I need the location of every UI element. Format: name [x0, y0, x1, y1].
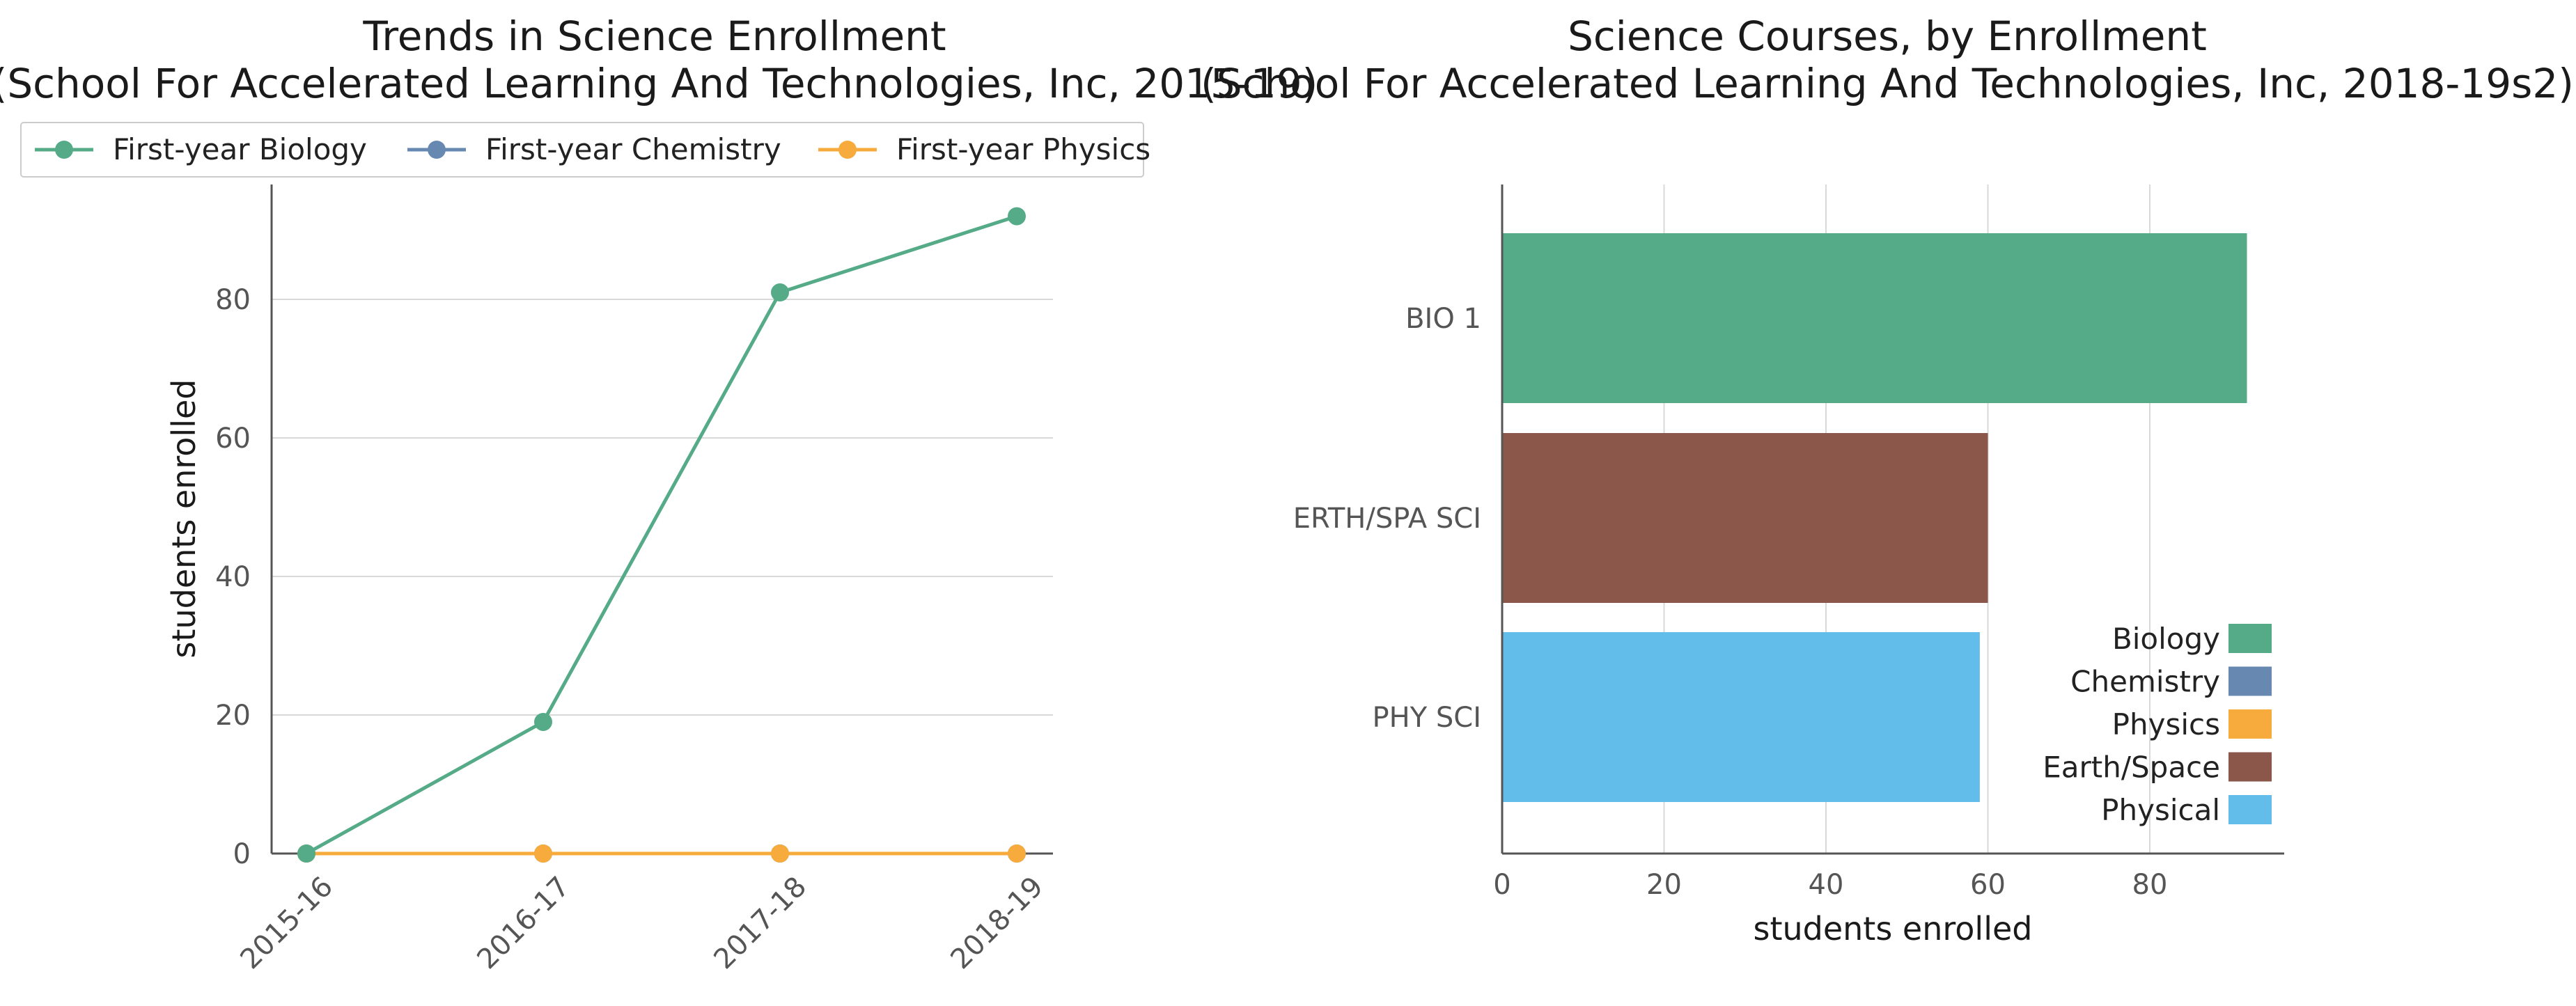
bar-chart-legend: Biology Chemistry Physics Earth/Space Physic…	[2043, 622, 2272, 827]
series-line	[305, 214, 1017, 856]
legend-label: Earth/Space	[2043, 750, 2220, 785]
data-point	[771, 283, 789, 302]
data-point	[534, 844, 552, 863]
x-tick-label: 2018-19	[944, 871, 1049, 976]
x-tick-label: 2017-18	[708, 871, 813, 976]
bar	[1502, 632, 1980, 802]
legend-marker	[55, 141, 73, 159]
data-point	[297, 844, 315, 863]
legend-label: First-year Biology	[113, 132, 367, 166]
bar-chart: Science Courses, by Enrollment (School F…	[1201, 13, 2574, 948]
data-point	[534, 712, 552, 731]
x-tick-label: 20	[1646, 869, 1682, 901]
legend-label: First-year Chemistry	[485, 132, 781, 166]
x-tick-label: 40	[1809, 869, 1844, 901]
category-label: PHY SCI	[1373, 702, 1481, 734]
line-chart: Trends in Science Enrollment (School For…	[0, 13, 1318, 975]
y-tick-label: 0	[233, 838, 251, 870]
line-chart-subtitle: (School For Accelerated Learning And Tec…	[0, 60, 1318, 107]
y-tick-label: 40	[215, 561, 251, 593]
legend-frame	[20, 122, 1144, 178]
legend-marker	[838, 141, 857, 159]
bar-chart-subtitle: (School For Accelerated Learning And Tec…	[1201, 60, 2574, 107]
category-label: BIO 1	[1405, 303, 1481, 335]
bar	[1502, 233, 2247, 403]
legend-label: First-year Physics	[896, 132, 1150, 166]
data-point	[1008, 207, 1026, 226]
bar-chart-title: Science Courses, by Enrollment	[1568, 13, 2207, 60]
legend-label: Physics	[2112, 707, 2220, 741]
x-tick-label: 2016-17	[471, 871, 576, 976]
x-axis-label: students enrolled	[1754, 910, 2033, 948]
legend-swatch	[2228, 624, 2272, 653]
category-label: ERTH/SPA SCI	[1293, 503, 1481, 535]
legend-swatch	[2228, 795, 2272, 824]
line-chart-title: Trends in Science Enrollment	[362, 13, 946, 60]
legend-label: Physical	[2101, 793, 2220, 827]
y-tick-label: 80	[215, 284, 251, 316]
x-tick-label: 60	[1970, 869, 2006, 901]
x-tick-label: 0	[1493, 869, 1511, 901]
x-tick-label: 2015-16	[234, 871, 339, 976]
data-point	[1008, 844, 1026, 863]
line-chart-legend: First-year Biology First-year Chemistry Fi…	[20, 122, 1150, 178]
legend-swatch	[2228, 666, 2272, 696]
legend-swatch	[2228, 752, 2272, 782]
y-tick-label: 20	[215, 700, 251, 732]
legend-marker	[428, 141, 446, 159]
legend-label: Biology	[2112, 622, 2220, 656]
x-tick-label: 80	[2132, 869, 2168, 901]
legend-label: Chemistry	[2070, 665, 2220, 699]
bar	[1502, 433, 1988, 603]
y-tick-label: 60	[215, 423, 251, 455]
y-axis-label: students enrolled	[165, 379, 203, 659]
data-point	[771, 844, 789, 863]
legend-swatch	[2228, 709, 2272, 739]
